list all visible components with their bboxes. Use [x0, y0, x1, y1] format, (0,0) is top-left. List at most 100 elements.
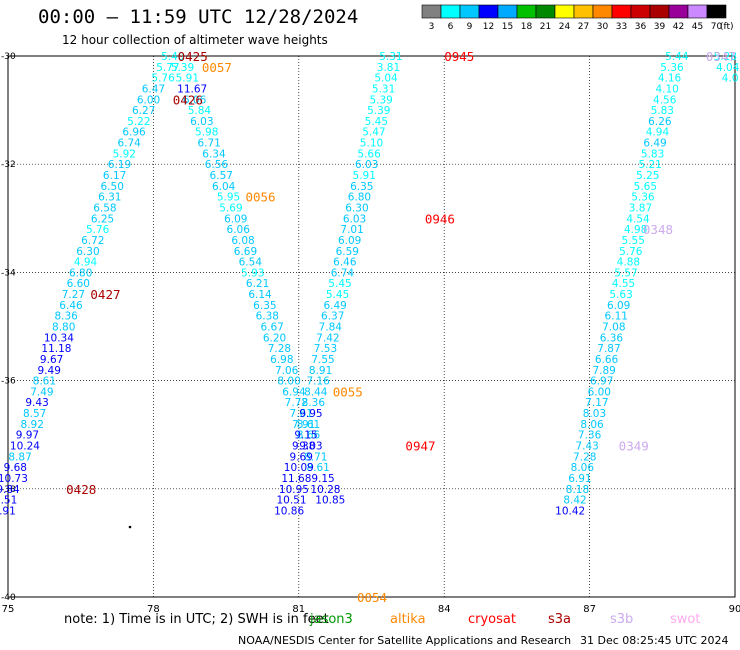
pass-time-label: 0427 — [90, 287, 120, 302]
wave-height-label: 6.54 — [239, 257, 263, 269]
wave-height-label: 6.34 — [202, 148, 226, 160]
wave-height-label: 5.45 — [326, 289, 349, 301]
wave-height-label: 6.06 — [183, 94, 207, 106]
wave-height-label: 8.36 — [302, 397, 326, 409]
wave-height-label: 7.08 — [602, 322, 625, 334]
wave-height-label: 6.19 — [108, 159, 131, 171]
wave-height-label: 6.71 — [197, 138, 220, 150]
wave-height-label: 6.03 — [343, 213, 366, 225]
page-subtitle: 12 hour collection of altimeter wave hei… — [62, 33, 328, 47]
legend-swatch — [668, 4, 689, 19]
wave-height-label: 6.97 — [590, 376, 613, 388]
wave-height-label: 5.45 — [365, 116, 388, 128]
pass-time-label: 0056 — [245, 190, 275, 205]
wave-height-label: 8.44 — [304, 386, 328, 398]
satellite-label-altika: altika — [390, 612, 426, 627]
wave-height-label: 9.15 — [294, 430, 317, 442]
wave-height-label: 7.17 — [585, 397, 608, 409]
wave-height-label: 5.83 — [651, 105, 674, 117]
wave-height-label: 6.47 — [142, 83, 165, 95]
wave-height-label: 6.30 — [345, 202, 368, 214]
wave-height-label: 10.28 — [310, 484, 340, 496]
wave-height-label: 4.0 — [722, 73, 739, 85]
legend-unit-label: (ft) — [720, 22, 734, 32]
wave-height-label: 7.43 — [575, 441, 598, 453]
wave-height-label: 5.45 — [328, 278, 351, 290]
wave-height-label: 8.00 — [277, 376, 300, 388]
wave-height-label: 8.03 — [583, 408, 606, 420]
pass-time-label: 0349 — [619, 439, 649, 454]
wave-height-label: 6.09 — [607, 300, 630, 312]
wave-height-label: 6.31 — [98, 192, 121, 204]
plot-frame — [7, 55, 736, 598]
wave-height-label: 7.36 — [578, 430, 602, 442]
wave-height-label: 7.55 — [311, 354, 334, 366]
wave-height-label: 4.94 — [74, 257, 98, 269]
wave-height-label: 10.91 — [0, 505, 16, 517]
wave-height-label: 5.77 — [156, 62, 179, 74]
wave-height-label: 7.42 — [316, 332, 339, 344]
wave-height-label: 5.95 — [217, 192, 240, 204]
wave-height-label: 7.84 — [319, 322, 343, 334]
wave-height-label: 9.49 — [38, 365, 61, 377]
legend-swatch — [706, 4, 727, 19]
wave-height-label: 11.67 — [177, 83, 207, 95]
wave-height-label: 7.87 — [597, 343, 620, 355]
legend-swatch — [478, 4, 499, 19]
wave-height-label: 5.31 — [379, 51, 402, 63]
wave-height-label: 4.98 — [624, 224, 647, 236]
wave-height-label: 5.83 — [641, 148, 664, 160]
wave-height-label: 5.93 — [241, 267, 264, 279]
wave-height-label: 5.92 — [113, 148, 136, 160]
wave-height-label: 9.68 — [4, 462, 27, 474]
y-tick-label: -32 — [1, 160, 16, 170]
wave-height-label: 8.36 — [54, 311, 78, 323]
pass-time-label: 0946 — [425, 211, 455, 226]
wave-height-label: 4.55 — [612, 278, 635, 290]
pass-time-label: 0057 — [202, 60, 232, 75]
wave-height-label: 5.39 — [369, 94, 392, 106]
wave-height-label: 6.60 — [67, 278, 90, 290]
legend-tick-label: 6 — [448, 22, 454, 32]
wave-height-label: 6.37 — [321, 311, 344, 323]
wave-height-label: 10.86 — [274, 505, 304, 517]
legend-tick-label: 3 — [429, 22, 435, 32]
wave-height-label: 8.18 — [566, 484, 589, 496]
wave-height-label: 5.44 — [665, 51, 689, 63]
wave-height-label: 6.09 — [338, 235, 361, 247]
wave-height-label: 6.14 — [248, 289, 272, 301]
wave-height-label: 6.50 — [101, 181, 124, 193]
wave-height-label: 5.65 — [634, 181, 657, 193]
wave-height-label: 10.24 — [10, 441, 40, 453]
wave-height-label: 5.21 — [638, 159, 661, 171]
footer-timestamp: 31 Dec 08:25:45 UTC 2024 — [580, 634, 729, 647]
wave-height-label: 7.53 — [314, 343, 337, 355]
wave-height-label: 8.61 — [33, 376, 56, 388]
wave-height-label: 7.89 — [592, 365, 615, 377]
wave-height-label: 5.84 — [188, 105, 212, 117]
wave-height-label: 8.71 — [304, 451, 327, 463]
wave-height-label: 5.39 — [367, 105, 390, 117]
wave-height-label: 5.91 — [353, 170, 376, 182]
wave-height-label: 9.69 — [290, 451, 313, 463]
wave-height-label: 8.06 — [580, 419, 604, 431]
x-tick-label: 78 — [147, 604, 160, 615]
wave-height-label: 4.94 — [646, 127, 670, 139]
wave-height-label: 6.36 — [600, 332, 624, 344]
wave-height-label: 6.09 — [224, 213, 247, 225]
pass-time-label: 0426 — [173, 92, 203, 107]
wave-height-label: 8.80 — [52, 322, 75, 334]
wave-height-label: 6.96 — [122, 127, 146, 139]
pass-time-label: 0425 — [178, 49, 208, 64]
legend-swatch — [535, 4, 556, 19]
y-tick-label: -34 — [1, 268, 16, 278]
legend-swatch — [573, 4, 594, 19]
legend-swatch — [421, 4, 442, 19]
legend-tick-label: 45 — [692, 22, 703, 32]
wave-height-label: 5.55 — [622, 235, 645, 247]
wave-height-label: 7.27 — [62, 289, 85, 301]
wave-height-label: 8.61 — [297, 419, 320, 431]
wave-height-label: 7.28 — [573, 451, 596, 463]
wave-height-label: 5.76 — [151, 73, 175, 85]
